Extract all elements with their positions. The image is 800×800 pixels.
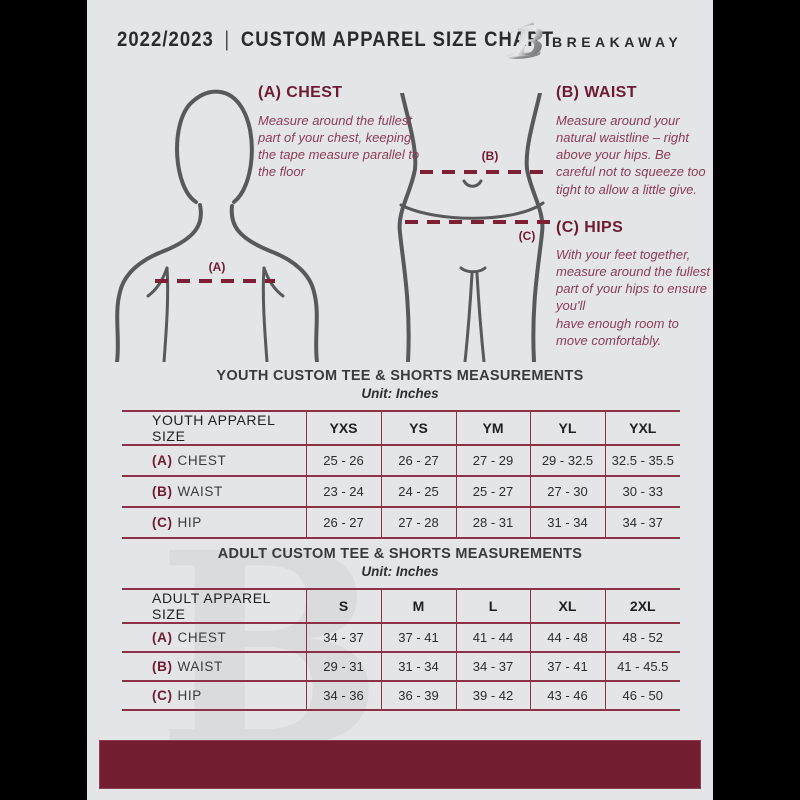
cell-value: 27 - 30	[529, 476, 605, 508]
cell-value: 41 - 44	[455, 623, 530, 653]
cell-value: 34 - 37	[305, 623, 381, 653]
cell-value: 26 - 27	[380, 445, 456, 477]
cell-value: 41 - 45.5	[604, 652, 680, 682]
cell-value: 30 - 33	[604, 476, 680, 508]
youth-table-title: YOUTH CUSTOM TEE & SHORTS MEASUREMENTS	[216, 368, 584, 384]
waist-heading: (B) WAIST	[556, 84, 637, 101]
table-row: (A) CHEST 25 - 26 26 - 27 27 - 29 29 - 32…	[122, 445, 680, 477]
youth-table-unit: Unit: Inches	[361, 386, 439, 401]
cell-value: 31 - 34	[380, 652, 456, 682]
cell-value: 44 - 48	[529, 623, 605, 653]
cell-value: 34 - 36	[305, 681, 381, 711]
cell-value: 46 - 50	[604, 681, 680, 711]
row-prefix: (A)	[152, 453, 173, 468]
row-prefix: (B)	[152, 659, 173, 674]
document-page: 2022/2023 | CUSTOM APPAREL SIZE CHART B BR…	[87, 0, 713, 800]
hip-marker-label: (C)	[518, 229, 536, 243]
cell-value: 29 - 32.5	[529, 445, 605, 477]
row-prefix: (C)	[152, 688, 173, 703]
footer-accent-bar	[99, 740, 701, 789]
cell-value: 26 - 27	[305, 507, 381, 539]
cell-value: 25 - 27	[455, 476, 530, 508]
youth-table-header-row: YOUTH APPAREL SIZE YXS YS YM YL YXL	[122, 411, 680, 446]
row-prefix: (C)	[152, 515, 173, 530]
cell-value: 23 - 24	[305, 476, 381, 508]
page-title: CUSTOM APPAREL SIZE CHART	[240, 28, 555, 51]
table-row: (C) HIP 34 - 36 36 - 39 39 - 42 43 - 46 4…	[122, 681, 680, 711]
row-label: HIP	[177, 515, 202, 530]
cell-value: 48 - 52	[604, 623, 680, 653]
brand-block: B BREAKAWAY	[502, 18, 682, 66]
cell-value: 43 - 46	[529, 681, 605, 711]
cell-value: 37 - 41	[529, 652, 605, 682]
adult-size-l: L	[455, 589, 530, 624]
youth-header-label: YOUTH APPAREL SIZE	[122, 411, 306, 446]
cell-value: 32.5 - 35.5	[604, 445, 680, 477]
cell-value: 27 - 28	[380, 507, 456, 539]
breakaway-logo-icon: B	[503, 21, 544, 64]
row-label: WAIST	[177, 659, 223, 674]
cell-value: 34 - 37	[604, 507, 680, 539]
hips-instructions-line1: With your feet together, measure around …	[556, 247, 710, 314]
row-label: WAIST	[177, 484, 223, 499]
cell-value: 24 - 25	[380, 476, 456, 508]
hips-instructions: With your feet together, measure around …	[556, 246, 713, 349]
youth-size-yxl: YXL	[604, 411, 680, 446]
row-label: CHEST	[177, 630, 227, 645]
cell-value: 29 - 31	[305, 652, 381, 682]
brand-name: BREAKAWAY	[552, 34, 683, 50]
youth-size-yxs: YXS	[305, 411, 381, 446]
adult-size-s: S	[305, 589, 381, 624]
adult-table-title: ADULT CUSTOM TEE & SHORTS MEASUREMENTS	[217, 546, 583, 562]
youth-size-yl: YL	[529, 411, 605, 446]
youth-size-ys: YS	[380, 411, 456, 446]
header-divider: |	[224, 28, 231, 51]
chest-marker-label: (A)	[208, 260, 226, 274]
torso-diagram	[115, 89, 319, 362]
cell-value: 34 - 37	[455, 652, 530, 682]
cell-value: 25 - 26	[305, 445, 381, 477]
table-row: (B) WAIST 23 - 24 24 - 25 25 - 27 27 - 30…	[122, 476, 680, 508]
chest-heading: (A) CHEST	[258, 84, 343, 101]
adult-size-table: ADULT APPAREL SIZE S M L XL 2XL (A) CHEST…	[122, 588, 680, 711]
row-label: CHEST	[177, 453, 227, 468]
adult-size-m: M	[380, 589, 456, 624]
table-row: (B) WAIST 29 - 31 31 - 34 34 - 37 37 - 41…	[122, 652, 680, 682]
youth-size-ym: YM	[455, 411, 530, 446]
waist-marker-label: (B)	[481, 149, 499, 163]
cell-value: 39 - 42	[455, 681, 530, 711]
adult-table-header-row: ADULT APPAREL SIZE S M L XL 2XL	[122, 589, 680, 624]
adult-size-2xl: 2XL	[604, 589, 680, 624]
youth-size-table: YOUTH APPAREL SIZE YXS YS YM YL YXL (A) C…	[122, 410, 680, 539]
adult-table-unit: Unit: Inches	[361, 564, 439, 579]
waist-instructions: Measure around your natural waistline – …	[556, 113, 706, 197]
header-year: 2022/2023	[117, 28, 214, 51]
table-row: (C) HIP 26 - 27 27 - 28 28 - 31 31 - 34 3…	[122, 507, 680, 539]
adult-size-xl: XL	[529, 589, 605, 624]
hips-instructions-line2: have enough room to move comfortably.	[556, 315, 679, 348]
chest-instructions: Measure around the fullest part of your …	[258, 113, 420, 180]
header-title-line: 2022/2023 | CUSTOM APPAREL SIZE CHART	[117, 28, 554, 52]
row-label: HIP	[177, 688, 202, 703]
row-prefix: (A)	[152, 630, 173, 645]
table-row: (A) CHEST 34 - 37 37 - 41 41 - 44 44 - 48…	[122, 623, 680, 653]
row-prefix: (B)	[152, 484, 173, 499]
hips-heading: (C) HIPS	[556, 219, 624, 236]
cell-value: 27 - 29	[455, 445, 530, 477]
cell-value: 37 - 41	[380, 623, 456, 653]
logo-letter: B	[513, 21, 544, 64]
cell-value: 31 - 34	[529, 507, 605, 539]
cell-value: 36 - 39	[380, 681, 456, 711]
adult-header-label: ADULT APPAREL SIZE	[122, 589, 306, 624]
cell-value: 28 - 31	[455, 507, 530, 539]
hips-diagram	[397, 93, 557, 362]
